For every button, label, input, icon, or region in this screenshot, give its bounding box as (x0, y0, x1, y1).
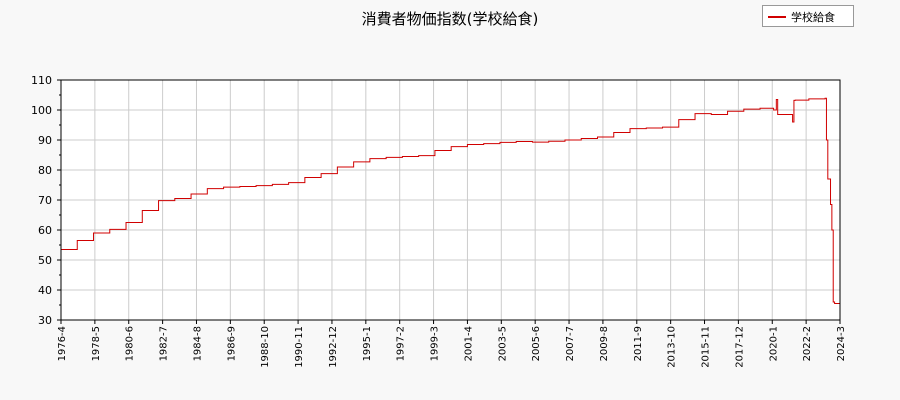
legend-swatch (768, 16, 786, 18)
x-tick-label: 2013-10 (667, 326, 678, 368)
y-tick-label: 100 (31, 104, 52, 117)
x-tick-label: 1990-11 (294, 326, 305, 368)
series-group (61, 97, 840, 304)
y-tick-label: 50 (38, 254, 52, 267)
x-tick-label: 2022-2 (802, 326, 813, 361)
x-tick-label: 1997-2 (396, 326, 407, 361)
x-tick-label: 2009-8 (599, 326, 610, 361)
x-tick-label: 1980-6 (125, 326, 136, 361)
x-tick-label: 2011-9 (633, 326, 644, 361)
y-tick-label: 90 (38, 134, 52, 147)
y-tick-label: 60 (38, 224, 52, 237)
legend: 学校給食 (762, 5, 854, 27)
x-tick-label: 2007-7 (565, 326, 576, 361)
x-tick-label: 1978-5 (91, 326, 102, 361)
x-tick-label: 1982-7 (159, 326, 170, 361)
x-tick-label: 2024-3 (836, 326, 847, 361)
plot-frame (60, 79, 841, 321)
x-tick-label: 2001-4 (463, 326, 474, 361)
series-line-gakkou-kyushoku (61, 97, 840, 304)
x-tick-label: 1992-12 (328, 326, 339, 368)
x-tick-label: 2005-6 (531, 326, 542, 361)
x-tick-label: 1999-3 (430, 326, 441, 361)
y-tick-label: 80 (38, 164, 52, 177)
y-tick-label: 70 (38, 194, 52, 207)
x-tick-label: 1976-4 (57, 326, 68, 361)
y-tick-label: 40 (38, 284, 52, 297)
y-axis: 30 40 50 60 70 80 90 100 110 (31, 74, 61, 327)
x-axis: 1976-4 1978-5 1980-6 1982-7 1984-8 1986-9 1988… (57, 320, 847, 368)
chart-title: 消費者物価指数(学校給食) (361, 10, 539, 28)
x-tick-label: 2003-5 (497, 326, 508, 361)
x-tick-label: 2015-11 (701, 326, 712, 368)
x-tick-label: 1988-10 (260, 326, 271, 368)
x-tick-label: 1984-8 (192, 326, 203, 361)
x-tick-label: 1995-1 (362, 326, 373, 361)
x-tick-label: 2020-1 (768, 326, 779, 361)
legend-label: 学校給食 (791, 11, 835, 24)
x-tick-label: 1986-9 (226, 326, 237, 361)
y-tick-label: 30 (38, 314, 52, 327)
x-tick-label: 2017-12 (734, 326, 745, 368)
y-tick-label: 110 (31, 74, 52, 87)
